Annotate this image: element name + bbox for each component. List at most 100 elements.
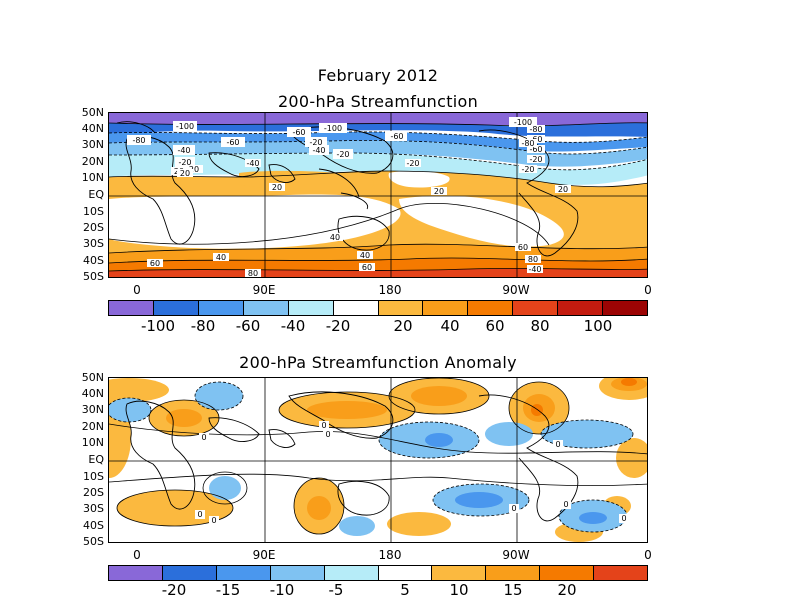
svg-text:0: 0 — [201, 433, 206, 442]
colorbar-label: -20 — [161, 581, 187, 599]
colorbar-swatch — [486, 566, 541, 580]
streamfunction-anomaly-map: 0 0 0 0 0 0 0 0 0 — [108, 377, 648, 543]
contour-label: -40 — [173, 145, 195, 155]
lon-label: 90E — [252, 548, 276, 562]
lon-label: 180 — [378, 548, 402, 562]
colorbar-swatch — [333, 301, 379, 315]
colorbar-swatch — [109, 566, 163, 580]
contour-label: 0 — [195, 510, 205, 519]
lat-label: 10S — [83, 205, 104, 218]
contour-label: 0 — [561, 500, 571, 509]
colorbar-swatch — [153, 301, 199, 315]
colorbar-swatch — [243, 301, 289, 315]
streamfunction-map: -100 -80 -60 -60 -100 -100 -60 -80 -60 -… — [108, 112, 648, 278]
svg-text:-100: -100 — [324, 124, 342, 133]
lon-label: 90W — [502, 283, 530, 297]
contour-label: 20 — [555, 185, 571, 194]
svg-text:0: 0 — [321, 421, 326, 430]
svg-text:-20: -20 — [521, 165, 534, 174]
svg-text:-40: -40 — [312, 146, 325, 155]
contour-label: -20 — [175, 157, 195, 167]
top-colorbar — [108, 300, 648, 316]
colorbar-label: -15 — [215, 581, 241, 599]
contour-label: 0 — [323, 430, 333, 439]
svg-text:20: 20 — [558, 185, 568, 194]
colorbar-swatch — [288, 301, 334, 315]
top-contour-labels: -100 -80 -60 -60 -100 -100 -60 -80 -60 -… — [127, 117, 571, 277]
contour-label: -60 — [527, 145, 545, 154]
contour-label: 80 — [245, 269, 261, 277]
lat-label: 20N — [81, 155, 104, 168]
contour-label: 40 — [327, 233, 343, 242]
contour-label: 60 — [147, 259, 163, 268]
svg-text:60: 60 — [362, 263, 372, 272]
lon-label: 0 — [644, 283, 652, 297]
contour-label: -80 — [519, 139, 537, 148]
contour-label: -80 — [527, 125, 545, 134]
contour-label: 40 — [213, 253, 229, 262]
svg-text:-100: -100 — [514, 118, 532, 127]
contour-label: 0 — [209, 516, 219, 525]
contour-label: -40 — [245, 159, 261, 168]
svg-text:-20: -20 — [309, 138, 322, 147]
svg-text:-40: -40 — [177, 146, 190, 155]
lat-label: 30S — [83, 502, 104, 515]
contour-label: -20 — [519, 165, 537, 174]
contour-label: 0 — [553, 440, 563, 449]
contour-label: -20 — [333, 149, 353, 159]
colorbar-label: 15 — [503, 581, 523, 599]
colorbar-label: -5 — [328, 581, 344, 599]
lat-label: 20S — [83, 486, 104, 499]
contour-label: -20 — [527, 155, 545, 164]
contour-label: -20 — [405, 159, 421, 168]
colorbar-label: 100 — [583, 317, 613, 335]
contour-label: 80 — [525, 255, 541, 264]
contour-label: -60 — [385, 131, 407, 141]
colorbar-swatch — [423, 301, 469, 315]
svg-text:-100: -100 — [176, 122, 194, 131]
colorbar-label: 40 — [440, 317, 460, 335]
lat-label: 30N — [81, 138, 104, 151]
colorbar-label: -40 — [280, 317, 306, 335]
colorbar-swatch — [270, 566, 325, 580]
colorbar-swatch — [162, 566, 217, 580]
lat-label: 50N — [81, 371, 104, 384]
lat-label: 10N — [81, 436, 104, 449]
contour-label: 20 — [185, 165, 203, 174]
lat-label: 40N — [81, 387, 104, 400]
top-map-title: 200-hPa Streamfunction — [277, 92, 479, 111]
svg-text:-80: -80 — [132, 136, 145, 145]
colorbar-swatch — [378, 566, 433, 580]
colorbar-swatch — [558, 301, 604, 315]
svg-text:-40: -40 — [528, 265, 541, 274]
colorbar-label: -80 — [190, 317, 216, 335]
streamfunction-field: -100 -80 -60 -60 -100 -100 -60 -80 -60 -… — [109, 113, 647, 277]
colorbar-swatch — [513, 301, 559, 315]
lat-label: 40N — [81, 122, 104, 135]
colorbar-label: -10 — [269, 581, 295, 599]
contour-label: -40 — [309, 145, 329, 155]
lon-label: 0 — [644, 548, 652, 562]
colorbar-label: -100 — [140, 317, 176, 335]
svg-text:20: 20 — [189, 165, 199, 174]
lat-label: 10S — [83, 470, 104, 483]
contour-label: 20 — [431, 187, 447, 196]
svg-text:60: 60 — [518, 243, 528, 252]
svg-text:-20: -20 — [336, 150, 349, 159]
svg-text:20: 20 — [180, 169, 190, 178]
svg-text:-20: -20 — [406, 159, 419, 168]
lon-label: 90E — [252, 283, 276, 297]
lat-label: 20S — [83, 221, 104, 234]
svg-text:20: 20 — [434, 187, 444, 196]
lat-label: 50S — [83, 270, 104, 283]
bottom-map-title: 200-hPa Streamfunction Anomaly — [239, 353, 517, 372]
colorbar-label: 80 — [530, 317, 550, 335]
lat-label: 30S — [83, 237, 104, 250]
svg-text:0: 0 — [325, 430, 330, 439]
svg-text:-80: -80 — [529, 125, 542, 134]
lat-label: EQ — [88, 453, 104, 466]
svg-text:-20: -20 — [178, 158, 191, 167]
colorbar-swatch — [216, 566, 271, 580]
colorbar-label: 10 — [449, 581, 469, 599]
svg-text:0: 0 — [511, 504, 516, 513]
